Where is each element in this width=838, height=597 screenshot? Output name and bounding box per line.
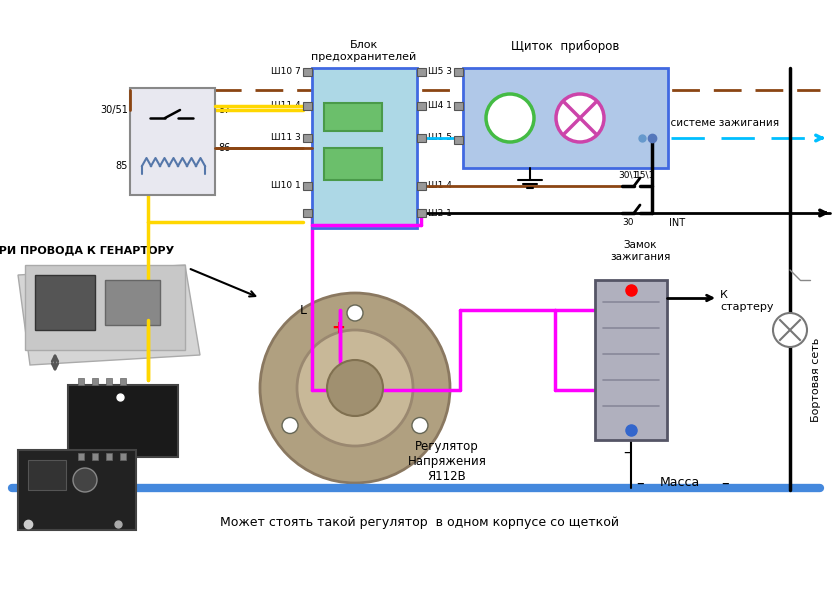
- Polygon shape: [18, 265, 200, 365]
- Circle shape: [412, 417, 428, 433]
- Text: РС 702: РС 702: [135, 92, 172, 102]
- Text: 9: 9: [349, 110, 357, 124]
- Text: Регулятор
Напряжения
Я112В: Регулятор Напряжения Я112В: [407, 440, 486, 483]
- Text: Ш10 7: Ш10 7: [272, 67, 301, 76]
- Text: –: –: [623, 445, 631, 460]
- Text: –: –: [636, 476, 644, 491]
- Bar: [417, 102, 426, 110]
- Circle shape: [486, 94, 534, 142]
- Text: Бортовая сеть: Бортовая сеть: [811, 338, 821, 422]
- Text: ТРИ ПРОВОДА К ГЕНАРТОРУ: ТРИ ПРОВОДА К ГЕНАРТОРУ: [0, 245, 174, 255]
- Bar: [454, 136, 463, 144]
- Bar: [303, 134, 312, 142]
- Bar: [92, 378, 98, 385]
- Bar: [120, 453, 126, 460]
- Text: 10: 10: [345, 158, 361, 171]
- Bar: [92, 453, 98, 460]
- Bar: [303, 68, 312, 76]
- Circle shape: [327, 360, 383, 416]
- Text: 87: 87: [218, 105, 230, 115]
- Bar: [324, 148, 382, 180]
- Text: INT: INT: [669, 218, 685, 228]
- Text: Масса: Масса: [660, 476, 700, 489]
- Bar: [454, 102, 463, 110]
- Text: Блок
предохранителей: Блок предохранителей: [312, 40, 416, 61]
- Bar: [25, 265, 185, 350]
- Bar: [18, 450, 136, 530]
- Text: 86: 86: [218, 143, 230, 153]
- Circle shape: [773, 313, 807, 347]
- Text: 30/51: 30/51: [100, 105, 128, 115]
- Bar: [35, 275, 95, 330]
- Bar: [454, 68, 463, 76]
- Circle shape: [282, 417, 298, 433]
- Text: 15\1: 15\1: [635, 170, 655, 179]
- Bar: [78, 378, 84, 385]
- Bar: [595, 280, 667, 440]
- Bar: [417, 68, 426, 76]
- Text: Ш4 1: Ш4 1: [428, 101, 452, 110]
- Text: 30: 30: [623, 218, 634, 227]
- Bar: [303, 102, 312, 110]
- Bar: [417, 134, 426, 142]
- Bar: [312, 68, 417, 228]
- Text: Ш1 5: Ш1 5: [428, 134, 452, 143]
- Text: 85: 85: [116, 161, 128, 171]
- Bar: [463, 68, 668, 168]
- Text: +: +: [637, 277, 652, 295]
- Bar: [68, 385, 178, 457]
- Text: L: L: [299, 303, 307, 316]
- Circle shape: [297, 330, 413, 446]
- Text: Ш1 4: Ш1 4: [428, 181, 452, 190]
- Bar: [78, 453, 84, 460]
- Bar: [303, 209, 312, 217]
- Bar: [303, 182, 312, 190]
- Bar: [105, 280, 160, 325]
- Text: К
стартеру: К стартеру: [720, 290, 773, 312]
- Bar: [417, 209, 426, 217]
- Text: Замок
зажигания: Замок зажигания: [610, 240, 670, 261]
- Text: V: V: [503, 110, 518, 130]
- Bar: [417, 182, 426, 190]
- Bar: [324, 103, 382, 131]
- Text: Ш10 1: Ш10 1: [272, 181, 301, 190]
- Circle shape: [73, 468, 97, 492]
- Circle shape: [347, 305, 363, 321]
- Bar: [106, 378, 112, 385]
- Text: К системе зажигания: К системе зажигания: [660, 118, 779, 128]
- Bar: [130, 88, 215, 195]
- Text: 30\1: 30\1: [618, 170, 638, 179]
- Text: Ш11 4: Ш11 4: [272, 101, 301, 110]
- Circle shape: [260, 293, 450, 483]
- Circle shape: [556, 94, 604, 142]
- Text: Щиток  приборов: Щиток приборов: [511, 40, 619, 53]
- Text: +: +: [331, 319, 345, 337]
- Text: Ш2 1: Ш2 1: [428, 208, 452, 217]
- Text: Ш11 3: Ш11 3: [272, 134, 301, 143]
- Bar: [28, 460, 66, 490]
- Bar: [106, 453, 112, 460]
- Text: Может стоять такой регулятор  в одном корпусе со щеткой: Может стоять такой регулятор в одном кор…: [220, 516, 618, 529]
- Bar: [120, 378, 126, 385]
- Text: Ш5 3: Ш5 3: [428, 67, 452, 76]
- Text: –: –: [722, 476, 729, 491]
